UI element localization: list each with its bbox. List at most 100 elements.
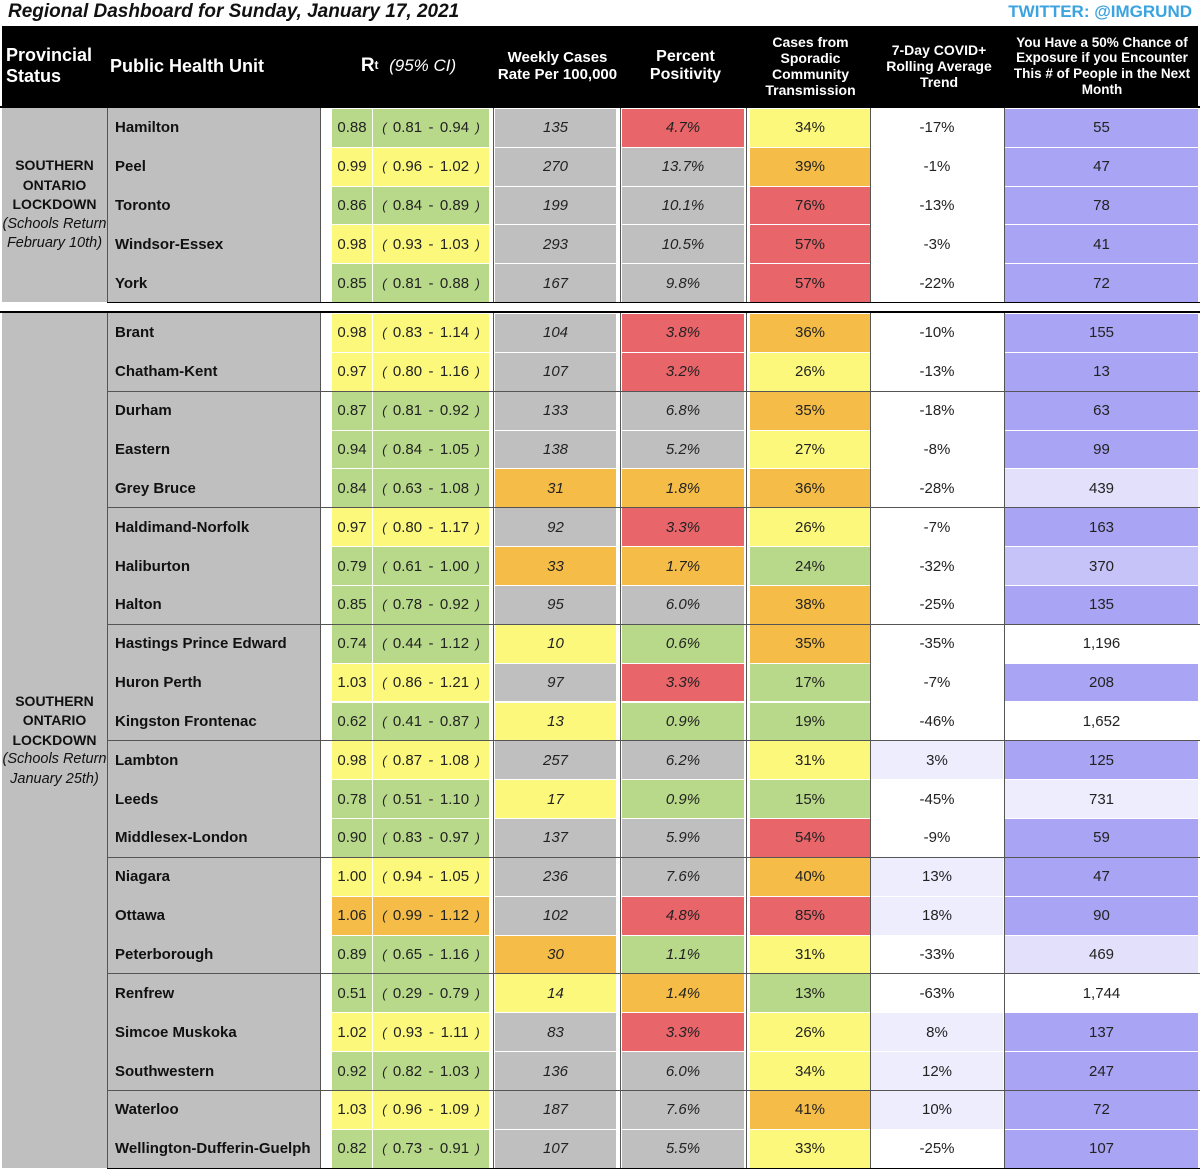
sporadic-transmission: 24% [750, 547, 870, 585]
table-row: Huron Perth 1.03(0.86-1.21) 97 3.3% 17% -7% 20… [0, 663, 1200, 702]
header-positivity: Percent Positivity [649, 47, 722, 83]
rt-confidence-interval: (0.83-0.97) [373, 819, 489, 857]
ci-high: 1.10 [439, 790, 470, 808]
row-group-divider [107, 740, 1200, 742]
weekly-cases-rate: 10 [495, 624, 616, 663]
ci-low: 0.61 [392, 557, 423, 575]
rt-confidence-interval: (0.86-1.21) [373, 663, 489, 702]
rt-value: 1.00 [332, 857, 372, 896]
rt-confidence-interval: (0.44-1.12) [373, 624, 489, 663]
table-row: York 0.85(0.81-0.88) 167 9.8% 57% -22% 72 [0, 263, 1200, 302]
table-row: Renfrew 0.51(0.29-0.79) 14 1.4% 13% -63% 1,744 [0, 973, 1200, 1013]
ci-dash: - [428, 984, 434, 1002]
sporadic-transmission: 31% [750, 741, 870, 780]
ci-low: 0.81 [392, 274, 423, 292]
ci-high: 1.11 [440, 1023, 469, 1041]
rt-value: 0.89 [332, 935, 372, 974]
ci-high: 0.89 [439, 196, 470, 214]
rt-value: 0.86 [332, 186, 372, 225]
ci-close-paren: ) [475, 519, 480, 535]
exposure-count: 107 [1005, 1129, 1198, 1168]
rt-confidence-interval: (0.73-0.91) [373, 1129, 489, 1168]
exposure-count: 1,652 [1005, 702, 1198, 741]
table-row: Durham 0.87(0.81-0.92) 133 6.8% 35% -18% 63 [0, 391, 1200, 430]
ci-open-paren: ( [382, 159, 387, 175]
rt-confidence-interval: (0.61-1.00) [373, 547, 489, 585]
weekly-cases-rate: 270 [495, 147, 616, 186]
table-row: Wellington-Dufferin-Guelph 0.82(0.73-0.91… [0, 1129, 1200, 1168]
sporadic-transmission: 26% [750, 352, 870, 391]
ci-dash: - [428, 196, 434, 214]
column-divider [746, 108, 747, 302]
rt-confidence-interval: (0.78-0.92) [373, 585, 489, 624]
health-unit-name: Leeds [115, 790, 159, 808]
health-unit-name: Peel [115, 158, 146, 176]
column-divider [107, 108, 108, 302]
table-row: Haliburton 0.79(0.61-1.00) 33 1.7% 24% -32% 37… [0, 546, 1200, 585]
table-row: Hastings Prince Edward 0.74(0.44-1.12) 10 0… [0, 624, 1200, 663]
ci-open-paren: ( [382, 869, 387, 885]
header-rt-sub: t [374, 58, 379, 73]
weekly-cases-rate: 33 [495, 547, 616, 585]
row-group-divider [107, 623, 1200, 625]
exposure-count: 137 [1005, 1013, 1198, 1052]
rolling-average-trend: -63% [871, 974, 1003, 1013]
health-unit-name: Chatham-Kent [115, 363, 218, 381]
ci-close-paren: ) [475, 120, 480, 136]
ci-open-paren: ( [382, 791, 387, 807]
ci-low: 0.94 [392, 868, 423, 886]
ci-low: 0.44 [392, 635, 423, 653]
ci-open-paren: ( [382, 120, 387, 136]
ci-close-paren: ) [475, 1063, 480, 1079]
percent-positivity: 0.9% [622, 780, 744, 819]
sporadic-transmission: 35% [750, 391, 870, 430]
ci-open-paren: ( [382, 908, 387, 924]
ci-dash: - [428, 674, 434, 692]
exposure-count: 731 [1005, 780, 1198, 819]
weekly-cases-rate: 257 [495, 741, 616, 780]
health-unit-name: Durham [115, 402, 172, 420]
rolling-average-trend: -25% [871, 1129, 1003, 1168]
exposure-count: 13 [1005, 352, 1198, 391]
percent-positivity: 5.9% [622, 819, 744, 857]
health-unit-name: Renfrew [115, 984, 175, 1002]
table-row: Peel 0.99(0.96-1.02) 270 13.7% 39% -1% 47 [0, 147, 1200, 186]
ci-open-paren: ( [382, 597, 387, 613]
rolling-average-trend: 10% [871, 1091, 1003, 1129]
ci-dash: - [428, 829, 434, 847]
rolling-average-trend: -7% [871, 663, 1003, 702]
rt-value: 0.98 [332, 741, 372, 780]
rt-confidence-interval: (0.96-1.02) [373, 147, 489, 186]
rt-value: 0.85 [332, 585, 372, 624]
weekly-cases-rate: 92 [495, 508, 616, 547]
percent-positivity: 4.8% [622, 896, 744, 935]
ci-dash: - [428, 1101, 434, 1119]
section-bottom-border [107, 1167, 1200, 1169]
sporadic-transmission: 36% [750, 469, 870, 508]
sporadic-transmission: 57% [750, 225, 870, 264]
rt-value: 0.85 [332, 264, 372, 302]
ci-dash: - [428, 751, 434, 769]
ci-dash: - [428, 868, 434, 886]
rt-value: 1.03 [332, 663, 372, 702]
percent-positivity: 6.0% [622, 1052, 744, 1090]
twitter-handle[interactable]: TWITTER: @IMGRUND [1008, 2, 1192, 21]
sporadic-transmission: 40% [750, 857, 870, 896]
sporadic-transmission: 34% [750, 109, 870, 147]
table-row: Lambton 0.98(0.87-1.08) 257 6.2% 31% 3% 125 [0, 740, 1200, 780]
exposure-count: 47 [1005, 147, 1198, 186]
sporadic-transmission: 38% [750, 585, 870, 624]
sporadic-transmission: 26% [750, 508, 870, 547]
ci-high: 1.12 [439, 635, 470, 653]
ci-high: 0.91 [439, 1140, 470, 1158]
status-note: (Schools Return February 10th) [2, 215, 107, 252]
weekly-cases-rate: 31 [495, 469, 616, 508]
ci-low: 0.99 [392, 907, 423, 925]
percent-positivity: 9.8% [622, 264, 744, 302]
sporadic-transmission: 17% [750, 663, 870, 702]
table-row: Middlesex-London 0.90(0.83-0.97) 137 5.9% 54… [0, 818, 1200, 857]
ci-low: 0.63 [392, 479, 423, 497]
rolling-average-trend: -28% [871, 469, 1003, 508]
ci-high: 1.03 [439, 1062, 470, 1080]
section-divider [0, 106, 1200, 108]
